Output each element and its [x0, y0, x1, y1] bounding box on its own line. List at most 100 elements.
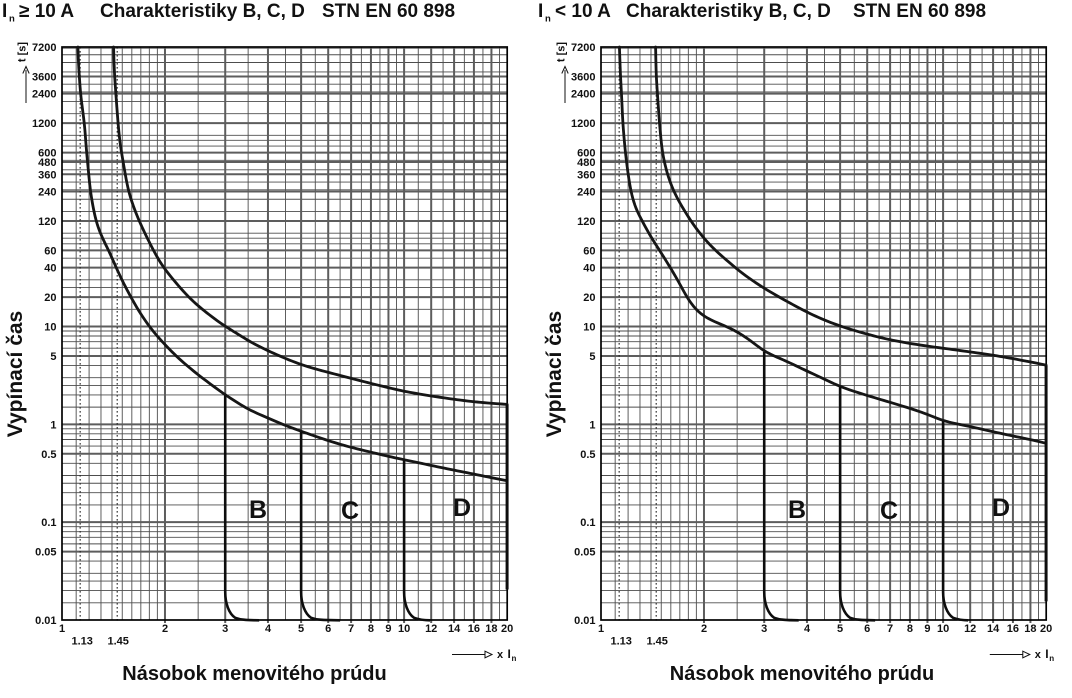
svg-text:Vypínací čas: Vypínací čas — [543, 311, 566, 437]
svg-text:0.01: 0.01 — [35, 615, 56, 627]
svg-text:2: 2 — [701, 623, 707, 635]
svg-text:1: 1 — [59, 623, 65, 635]
svg-text:240: 240 — [577, 187, 595, 199]
svg-text:12: 12 — [964, 623, 976, 635]
svg-text:16: 16 — [468, 623, 480, 635]
svg-text:1.13: 1.13 — [610, 636, 631, 648]
svg-text:4: 4 — [804, 623, 811, 635]
svg-text:D: D — [453, 494, 471, 522]
svg-text:t [s]: t [s] — [17, 42, 29, 63]
svg-text:≥ 10 A: ≥ 10 A — [19, 1, 74, 22]
svg-text:0.05: 0.05 — [35, 547, 56, 559]
svg-text:C: C — [341, 497, 359, 525]
svg-text:8: 8 — [907, 623, 913, 635]
svg-text:20: 20 — [1040, 623, 1052, 635]
svg-text:n: n — [9, 14, 15, 25]
svg-text:4: 4 — [265, 623, 272, 635]
svg-text:10: 10 — [44, 322, 56, 334]
svg-text:20: 20 — [501, 623, 513, 635]
svg-text:14: 14 — [448, 623, 461, 635]
svg-text:1: 1 — [589, 419, 595, 431]
svg-text:STN EN 60 898: STN EN 60 898 — [853, 1, 986, 22]
svg-text:0.05: 0.05 — [574, 547, 595, 559]
svg-text:8: 8 — [368, 623, 374, 635]
svg-text:Charakteristiky B, C, D: Charakteristiky B, C, D — [626, 1, 831, 22]
svg-text:360: 360 — [577, 169, 595, 181]
svg-text:5: 5 — [50, 351, 56, 363]
svg-text:x: x — [497, 649, 504, 661]
svg-text:10: 10 — [937, 623, 949, 635]
svg-text:0.1: 0.1 — [580, 517, 595, 529]
svg-text:600: 600 — [38, 148, 56, 160]
svg-text:1.13: 1.13 — [71, 636, 92, 648]
svg-text:3600: 3600 — [571, 71, 595, 83]
svg-text:Násobok menovitého prúdu: Násobok menovitého prúdu — [122, 663, 386, 685]
svg-text:5: 5 — [837, 623, 843, 635]
svg-text:I: I — [508, 647, 511, 661]
svg-text:18: 18 — [485, 623, 497, 635]
svg-text:12: 12 — [425, 623, 437, 635]
svg-text:120: 120 — [577, 216, 595, 228]
svg-text:1: 1 — [598, 623, 604, 635]
svg-text:120: 120 — [38, 216, 56, 228]
svg-text:16: 16 — [1007, 623, 1019, 635]
svg-text:40: 40 — [44, 263, 56, 275]
svg-text:9: 9 — [924, 623, 930, 635]
svg-text:18: 18 — [1024, 623, 1036, 635]
svg-text:480: 480 — [577, 157, 595, 169]
svg-text:60: 60 — [583, 245, 595, 257]
svg-text:14: 14 — [987, 623, 1000, 635]
svg-text:2400: 2400 — [571, 89, 595, 101]
svg-text:Násobok menovitého prúdu: Násobok menovitého prúdu — [670, 663, 934, 685]
svg-text:0.1: 0.1 — [41, 517, 56, 529]
svg-text:5: 5 — [298, 623, 304, 635]
svg-text:x: x — [1035, 649, 1042, 661]
svg-text:600: 600 — [577, 148, 595, 160]
svg-text:n: n — [512, 654, 517, 663]
svg-text:2400: 2400 — [32, 89, 56, 101]
svg-text:240: 240 — [38, 187, 56, 199]
svg-text:1.45: 1.45 — [107, 636, 128, 648]
svg-text:1200: 1200 — [32, 118, 56, 130]
svg-text:3: 3 — [222, 623, 228, 635]
svg-text:6: 6 — [325, 623, 331, 635]
svg-text:n: n — [545, 14, 551, 25]
svg-text:7200: 7200 — [571, 42, 595, 54]
svg-text:1: 1 — [50, 419, 56, 431]
svg-text:1.45: 1.45 — [646, 636, 667, 648]
svg-text:D: D — [992, 494, 1010, 522]
svg-text:I: I — [538, 1, 543, 22]
svg-text:40: 40 — [583, 263, 595, 275]
svg-text:I: I — [1045, 647, 1048, 661]
svg-text:0.01: 0.01 — [574, 615, 595, 627]
svg-text:Vypínací čas: Vypínací čas — [4, 311, 27, 437]
svg-text:B: B — [788, 496, 806, 524]
svg-text:0.5: 0.5 — [41, 449, 56, 461]
svg-text:10: 10 — [583, 322, 595, 334]
svg-text:20: 20 — [583, 292, 595, 304]
svg-text:10: 10 — [398, 623, 410, 635]
svg-text:B: B — [249, 496, 267, 524]
svg-text:< 10 A: < 10 A — [555, 1, 611, 22]
svg-text:5: 5 — [589, 351, 595, 363]
svg-text:9: 9 — [385, 623, 391, 635]
svg-text:I: I — [2, 1, 7, 22]
svg-text:C: C — [880, 497, 898, 525]
svg-text:60: 60 — [44, 245, 56, 257]
svg-text:3600: 3600 — [32, 71, 56, 83]
svg-text:STN EN 60 898: STN EN 60 898 — [322, 1, 455, 22]
svg-text:1200: 1200 — [571, 118, 595, 130]
svg-text:480: 480 — [38, 157, 56, 169]
svg-text:6: 6 — [864, 623, 870, 635]
svg-text:0.5: 0.5 — [580, 449, 595, 461]
svg-text:7: 7 — [348, 623, 354, 635]
svg-text:Charakteristiky B, C, D: Charakteristiky B, C, D — [100, 1, 305, 22]
svg-text:360: 360 — [38, 169, 56, 181]
svg-text:7200: 7200 — [32, 42, 56, 54]
svg-text:3: 3 — [761, 623, 767, 635]
svg-text:n: n — [1049, 654, 1054, 663]
svg-text:t [s]: t [s] — [556, 42, 568, 63]
svg-text:20: 20 — [44, 292, 56, 304]
svg-text:2: 2 — [162, 623, 168, 635]
svg-text:7: 7 — [887, 623, 893, 635]
